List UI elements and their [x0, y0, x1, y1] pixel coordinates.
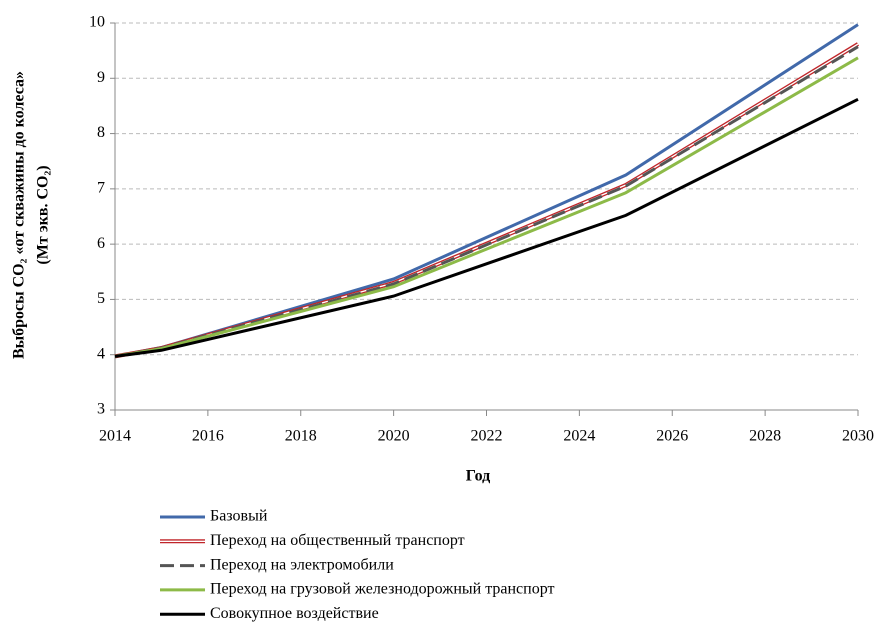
series-line	[114, 56, 859, 358]
x-tick-label: 2030	[842, 428, 874, 445]
x-tick-label: 2014	[99, 428, 131, 445]
legend-label: Совокупное воздействие	[210, 605, 379, 622]
y-tick-label: 3	[97, 401, 105, 418]
series-line	[114, 45, 859, 358]
x-tick-label: 2028	[749, 428, 781, 445]
y-tick-label: 6	[97, 235, 105, 252]
series-line	[114, 97, 859, 358]
y-tick-label: 7	[97, 180, 105, 197]
y-axis-label: Выбросы CO₂ «от скважины до колеса»	[11, 71, 28, 359]
y-tick-label: 4	[97, 345, 105, 362]
x-tick-label: 2020	[378, 428, 410, 445]
series-line-inner	[114, 43, 859, 358]
legend-label: Базовый	[210, 508, 268, 525]
legend-label: Переход на общественный транспорт	[210, 532, 465, 549]
x-tick-label: 2016	[192, 428, 224, 445]
legend-label: Переход на электромобили	[210, 556, 394, 573]
x-tick-label: 2026	[656, 428, 688, 445]
y-tick-label: 10	[89, 14, 105, 31]
series-line	[114, 23, 859, 358]
y-tick-label: 9	[97, 69, 105, 86]
x-axis-label: Год	[466, 468, 490, 485]
x-tick-label: 2022	[471, 428, 503, 445]
y-tick-label: 8	[97, 124, 105, 141]
x-tick-label: 2024	[563, 428, 595, 445]
series-line	[114, 42, 860, 359]
legend-label: Переход на грузовой железнодорожный тран…	[210, 581, 554, 598]
x-tick-label: 2018	[285, 428, 317, 445]
y-axis-label: (Мт экв. CO₂)	[35, 165, 52, 264]
y-tick-label: 5	[97, 290, 105, 307]
